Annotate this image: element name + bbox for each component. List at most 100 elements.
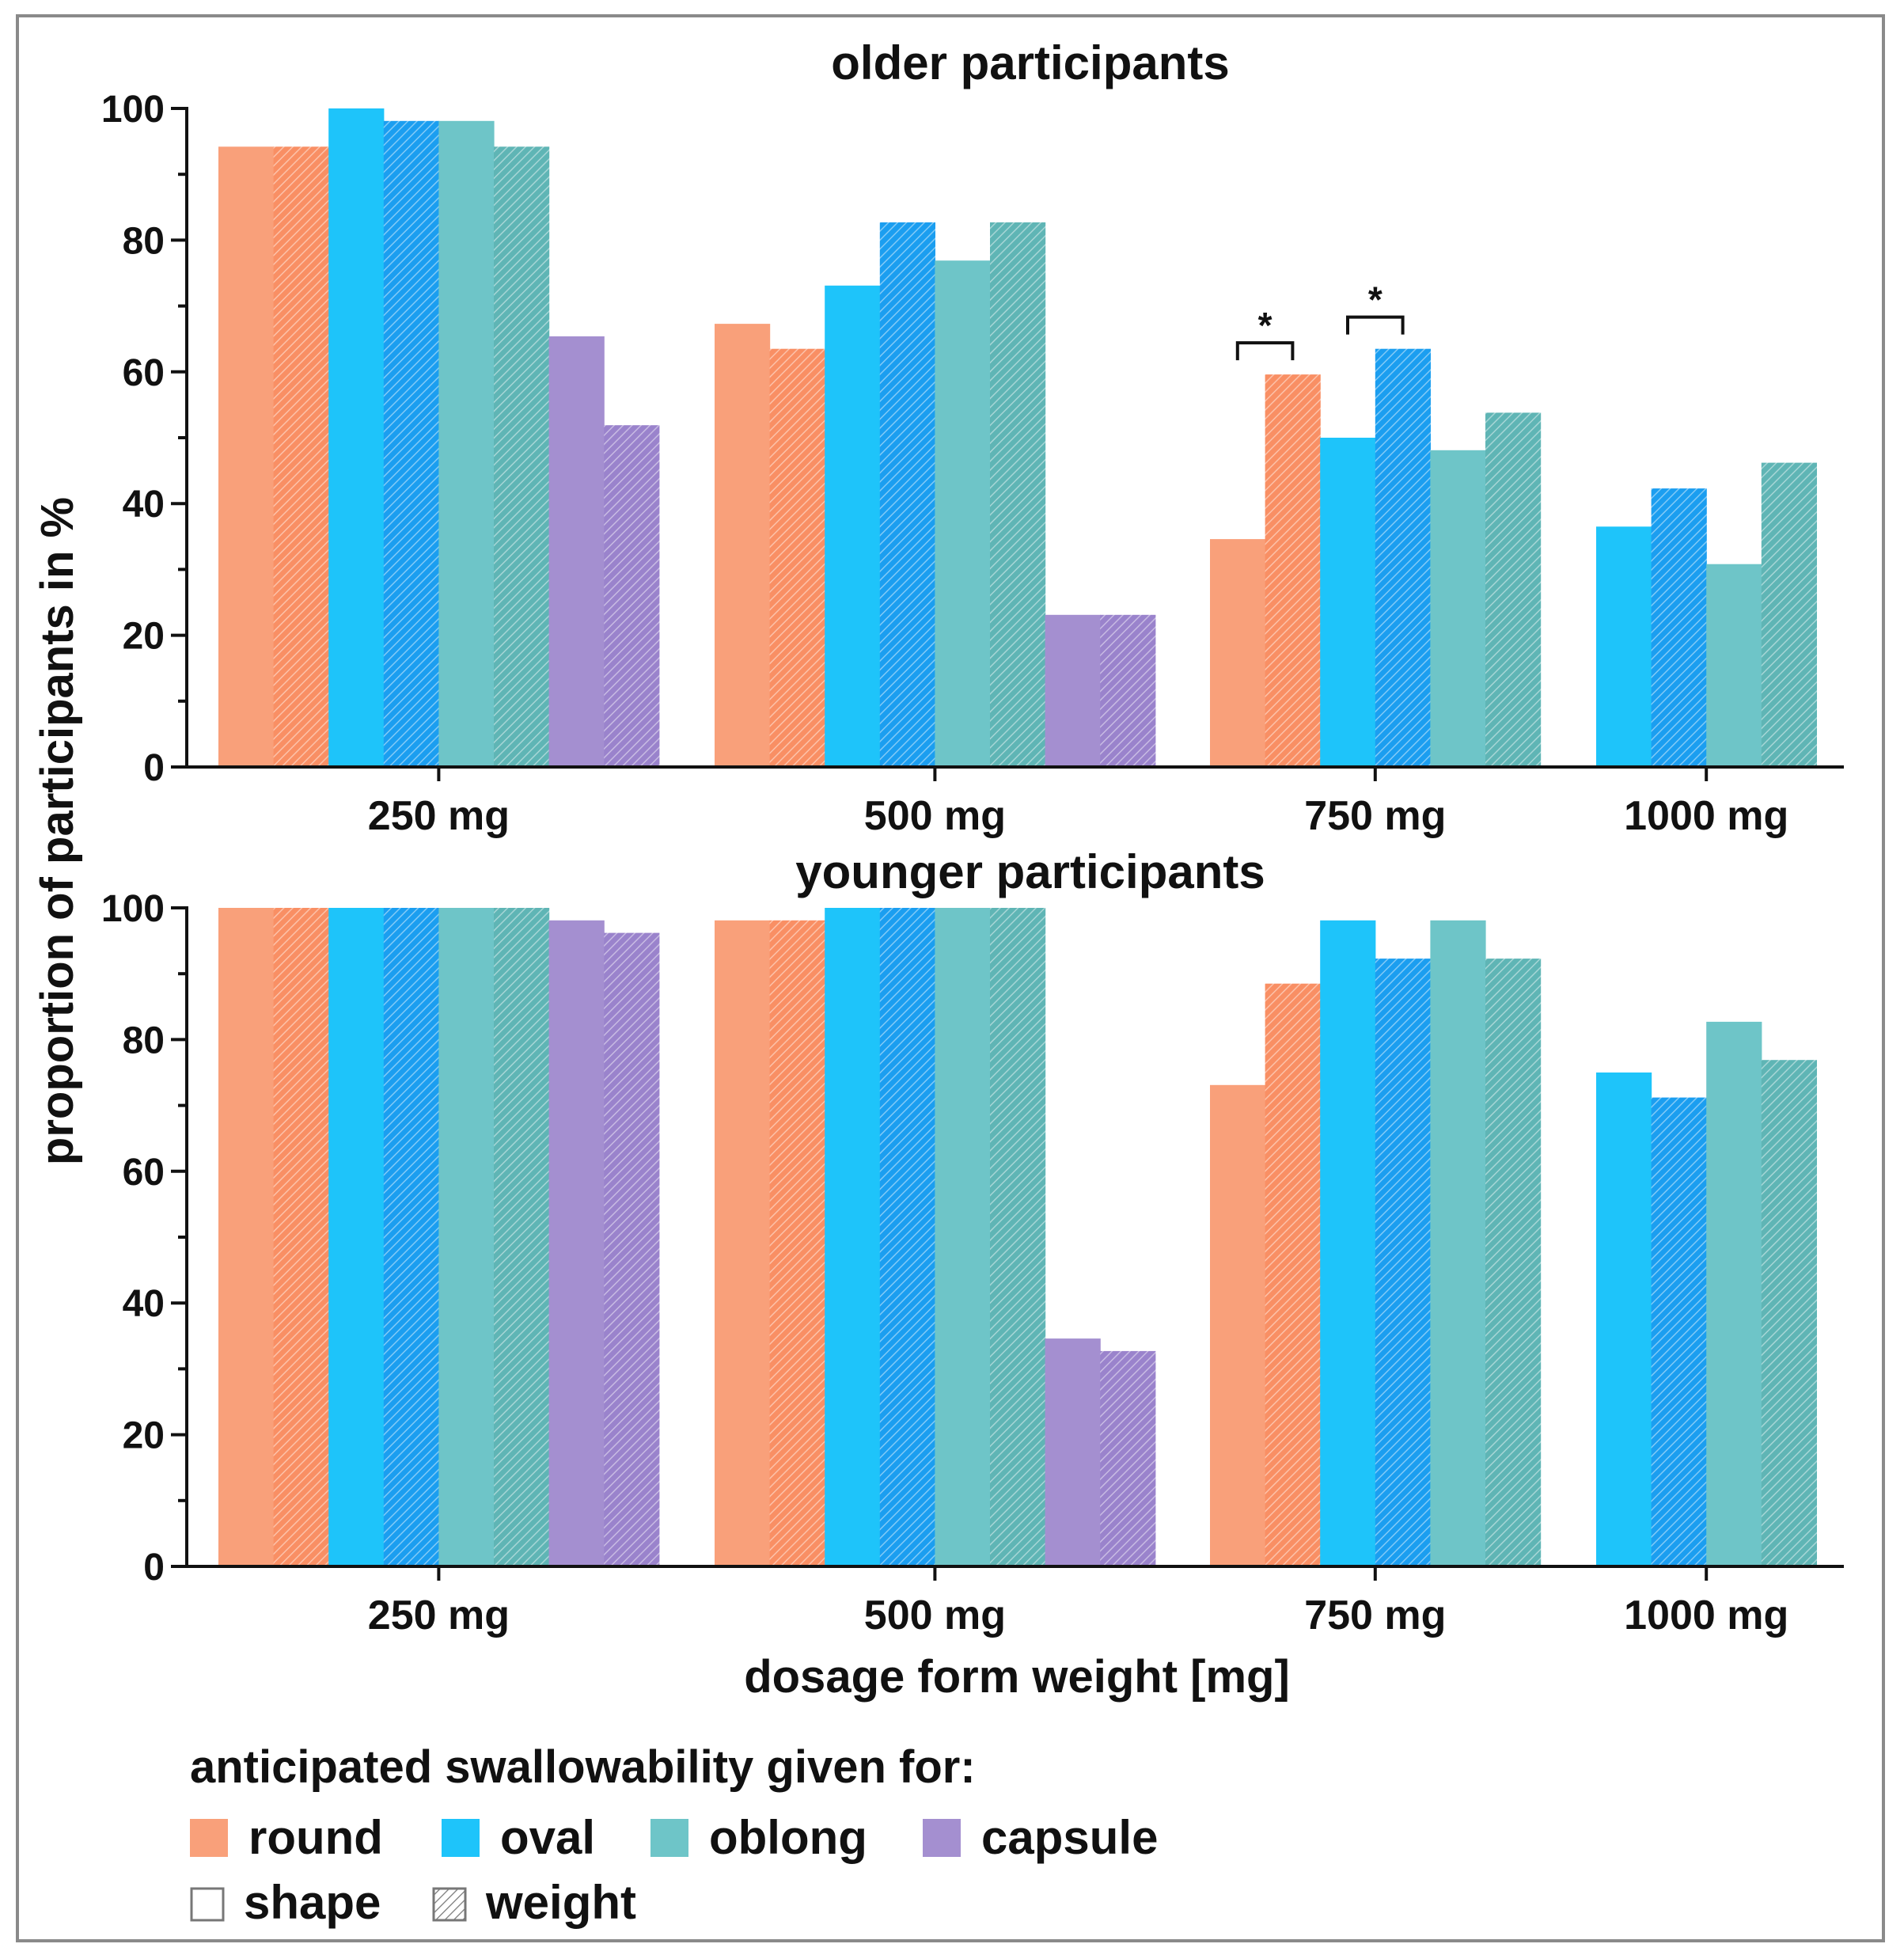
bar-group <box>715 222 1156 768</box>
bar-capsule-weight <box>604 932 660 1566</box>
bar-oval-shape <box>1596 526 1652 767</box>
x-axis-title: dosage form weight [mg] <box>744 1651 1290 1703</box>
bar-oval-shape <box>1320 920 1376 1566</box>
y-tick-label: 20 <box>123 1415 165 1457</box>
bar-oval-weight <box>383 120 439 768</box>
bar-oval-weight <box>1651 1097 1707 1566</box>
bar-round-weight <box>769 348 825 767</box>
y-tick-label: 80 <box>123 220 165 262</box>
bar-oblong-weight <box>494 146 550 768</box>
bar-oblong-weight <box>1761 1060 1817 1566</box>
bar-oval-weight <box>1651 488 1707 767</box>
bar-oval-shape <box>825 908 881 1566</box>
bar-capsule-weight <box>1100 1350 1156 1566</box>
y-axis-title: proportion of participants in % <box>32 497 83 1165</box>
legend-label: round <box>248 1811 383 1864</box>
bar-oblong-shape <box>935 908 991 1566</box>
legend-swatch <box>650 1819 688 1857</box>
bar-capsule-shape <box>1045 1338 1101 1566</box>
y-tick-label: 0 <box>143 1547 165 1589</box>
x-tick-label: 250 mg <box>368 1593 510 1638</box>
bar-group <box>1596 1021 1817 1566</box>
bar-oval-shape <box>1320 438 1376 767</box>
bar-round-shape <box>218 908 275 1566</box>
legend-swatch <box>190 1887 225 1922</box>
bar-oval-shape <box>1596 1073 1652 1566</box>
bar-round-shape <box>1210 539 1266 767</box>
legend: anticipated swallowability given for: ro… <box>190 1741 1158 1929</box>
x-tick-label: 1000 mg <box>1624 793 1788 839</box>
significance-bracket: * <box>1235 305 1295 361</box>
bar-group <box>1596 462 1817 767</box>
bar-round-shape <box>715 920 771 1566</box>
bar-oblong-shape <box>1706 564 1762 767</box>
bar-oblong-shape <box>438 120 495 768</box>
legend-title: anticipated swallowability given for: <box>190 1741 976 1793</box>
y-tick-label: 0 <box>143 747 165 789</box>
x-tick-label: 500 mg <box>864 1593 1006 1638</box>
legend-item-shape: shape <box>190 1876 381 1929</box>
legend-item-capsule: capsule <box>923 1811 1158 1864</box>
y-tick-label: 20 <box>123 616 165 658</box>
bar-oval-shape <box>328 108 385 767</box>
y-tick-label: 40 <box>123 484 165 526</box>
bar-capsule-weight <box>604 425 660 767</box>
bar-group <box>715 908 1156 1566</box>
bar-round-weight <box>1265 374 1321 767</box>
bar-round-shape <box>218 146 275 768</box>
y-tick-label: 40 <box>123 1283 165 1325</box>
bar-round-weight <box>273 908 329 1566</box>
bar-oblong-shape <box>438 908 495 1566</box>
legend-label: weight <box>485 1876 636 1929</box>
bar-round-weight <box>273 146 329 768</box>
bar-oblong-weight <box>990 908 1046 1566</box>
bar-capsule-shape <box>1045 614 1101 767</box>
bar-oblong-shape <box>935 260 991 767</box>
bar-oval-weight <box>879 222 935 767</box>
panel-younger: younger participants 250 mg 500 mg 750 mg 10… <box>101 845 1844 1638</box>
legend-swatch <box>442 1819 480 1857</box>
bar-oval-weight <box>383 908 439 1566</box>
bar-oblong-weight <box>494 908 550 1566</box>
bar-oblong-shape <box>1706 1021 1762 1566</box>
bar-capsule-shape <box>548 336 605 767</box>
x-tick-label: 250 mg <box>368 793 510 839</box>
x-tick-label: 750 mg <box>1304 1593 1446 1638</box>
bar-round-shape <box>715 324 771 768</box>
bar-group <box>1210 348 1542 767</box>
y-tick-label: 100 <box>101 89 165 131</box>
significance-star: * <box>1368 279 1382 321</box>
bar-group <box>218 108 660 768</box>
x-tick-label: 1000 mg <box>1624 1593 1788 1638</box>
panel-title: younger participants <box>795 845 1265 898</box>
x-tick-label: 500 mg <box>864 793 1006 839</box>
bar-round-shape <box>1210 1084 1266 1566</box>
legend-label: oblong <box>709 1811 867 1864</box>
legend-swatch <box>190 1819 228 1857</box>
legend-item-oval: oval <box>442 1811 595 1864</box>
y-tick-label: 100 <box>101 888 165 930</box>
legend-swatch <box>432 1887 467 1922</box>
bar-oblong-shape <box>1430 450 1486 767</box>
y-tick-label: 60 <box>123 1152 165 1194</box>
legend-item-oblong: oblong <box>650 1811 867 1864</box>
legend-item-round: round <box>190 1811 383 1864</box>
bar-oval-shape <box>825 285 881 767</box>
bar-round-weight <box>1265 983 1321 1566</box>
bar-oval-weight <box>879 908 935 1566</box>
legend-swatch <box>923 1819 961 1857</box>
legend-label: shape <box>244 1876 381 1929</box>
bar-oval-shape <box>328 908 385 1566</box>
panel-title: older participants <box>831 36 1229 89</box>
bar-group <box>218 908 660 1566</box>
legend-label: capsule <box>981 1811 1158 1864</box>
bar-oblong-weight <box>1761 462 1817 767</box>
figure-frame <box>16 14 1885 1942</box>
bar-round-weight <box>769 920 825 1566</box>
bar-oval-weight <box>1375 959 1431 1566</box>
x-tick-label: 750 mg <box>1304 793 1446 839</box>
bar-oblong-weight <box>990 222 1046 767</box>
bar-capsule-weight <box>1100 614 1156 767</box>
y-tick-label: 80 <box>123 1019 165 1061</box>
y-tick-label: 60 <box>123 352 165 394</box>
